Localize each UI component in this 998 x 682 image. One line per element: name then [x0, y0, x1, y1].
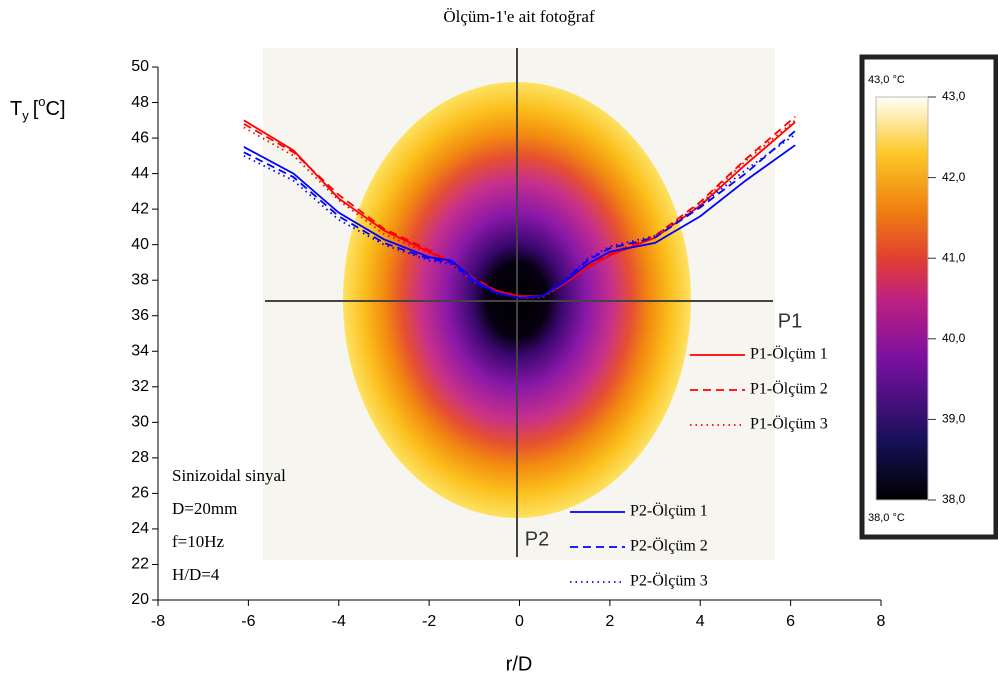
y-tick-label: 22: [131, 556, 149, 573]
x-tick-label: 4: [696, 613, 705, 630]
y-tick-label: 46: [131, 129, 149, 146]
annotation: Sinizoidal sinyal: [172, 466, 286, 485]
y-tick-label: 30: [131, 414, 149, 431]
y-tick-label: 24: [131, 520, 149, 537]
colorbar-tick-label: 40,0: [942, 331, 966, 345]
colorbar-tick-label: 41,0: [942, 250, 966, 264]
legend-label: P1-Ölçüm 3: [750, 415, 828, 433]
colorbar-tick-label: 39,0: [942, 412, 966, 426]
y-label-close: C]: [46, 98, 66, 120]
legend-label: P2-Ölçüm 2: [630, 537, 708, 555]
x-tick-label: 6: [786, 613, 795, 630]
colorbar-tick-label: 43,0: [942, 89, 966, 103]
y-tick-label: 50: [131, 58, 149, 75]
annotation: D=20mm: [172, 499, 237, 518]
x-axis-label: r/D: [506, 653, 533, 675]
data-line: [243, 130, 796, 299]
x-tick-label: -4: [332, 613, 346, 630]
y-tick-label: 28: [131, 449, 149, 466]
colorbar: [875, 96, 929, 501]
annotation: f=10Hz: [172, 532, 225, 551]
x-tick-label: 8: [877, 613, 886, 630]
y-tick-label: 36: [131, 307, 149, 324]
y-tick-label: 34: [131, 342, 149, 359]
y-tick-label: 44: [131, 165, 149, 182]
x-tick-label: -6: [241, 613, 255, 630]
x-tick-label: 0: [515, 613, 524, 630]
image-label: P1: [778, 310, 802, 332]
x-tick-label: 2: [605, 613, 614, 630]
annotation: H/D=4: [172, 565, 220, 584]
legend-label: P2-Ölçüm 3: [630, 572, 708, 590]
y-tick-label: 38: [131, 271, 149, 288]
y-tick-label: 32: [131, 378, 149, 395]
y-tick-label: 20: [131, 591, 149, 608]
chart-title: Ölçüm-1'e ait fotoğraf: [443, 7, 595, 26]
y-tick-label: 40: [131, 236, 149, 253]
colorbar-tick-label: 42,0: [942, 170, 966, 184]
legend-label: P2-Ölçüm 1: [630, 502, 708, 520]
legend-label: P1-Ölçüm 2: [750, 380, 828, 398]
y-axis-label: Ty [oC]: [10, 94, 66, 123]
x-tick-label: -8: [151, 613, 165, 630]
y-label-sub: y: [22, 108, 29, 123]
data-line: [243, 133, 796, 299]
y-tick-label: 42: [131, 200, 149, 217]
colorbar-min: 38,0 °C: [868, 512, 905, 524]
y-label-sup: o: [38, 94, 45, 109]
image-label: P2: [525, 528, 549, 550]
legend-label: P1-Ölçüm 1: [750, 345, 828, 363]
x-tick-label: -2: [422, 613, 436, 630]
y-tick-label: 26: [131, 485, 149, 502]
y-label-open: [: [33, 98, 39, 120]
colorbar-tick-label: 38,0: [942, 492, 966, 506]
y-tick-label: 48: [131, 94, 149, 111]
colorbar-max: 43,0 °C: [868, 74, 905, 86]
y-label-main: T: [10, 98, 22, 120]
